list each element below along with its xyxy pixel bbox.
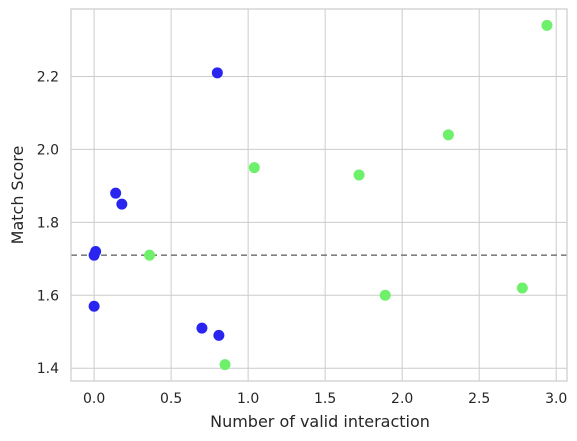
y-axis-label: Match Score [8, 146, 27, 245]
y-tick-label: 1.4 [37, 361, 59, 377]
data-point-series-1 [110, 187, 122, 199]
data-point-series-2 [144, 249, 156, 261]
data-point-series-1 [88, 249, 100, 261]
data-point-series-2 [442, 129, 454, 141]
x-tick-label: 2.5 [468, 391, 490, 407]
data-point-series-1 [213, 329, 225, 341]
data-point-series-2 [353, 169, 365, 181]
data-point-series-2 [516, 282, 528, 294]
data-point-series-2 [248, 162, 260, 174]
data-point-series-1 [196, 322, 208, 334]
plot-border [70, 8, 568, 382]
grid [71, 9, 567, 381]
data-point-series-2 [541, 19, 553, 31]
x-tick-label: 0.5 [160, 391, 182, 407]
data-point-series-1 [211, 67, 223, 79]
y-tick-label: 1.8 [37, 215, 59, 231]
data-point-series-1 [116, 198, 128, 210]
y-tick-label: 1.6 [37, 288, 59, 304]
y-tick-labels: 1.4 1.6 1.8 2.0 2.2 [37, 69, 59, 377]
x-tick-label: 2.0 [391, 391, 413, 407]
data-points [88, 19, 553, 371]
data-point-series-2 [379, 289, 391, 301]
x-tick-label: 1.0 [237, 391, 259, 407]
x-tick-labels: 0.0 0.5 1.0 1.5 2.0 2.5 3.0 [83, 391, 567, 407]
data-point-series-2 [219, 359, 231, 371]
y-tick-label: 2.2 [37, 69, 59, 85]
x-axis-label: Number of valid interaction [210, 412, 430, 431]
x-tick-label: 0.0 [83, 391, 105, 407]
y-tick-label: 2.0 [37, 142, 59, 158]
data-point-series-1 [88, 300, 100, 312]
x-tick-label: 3.0 [545, 391, 567, 407]
x-tick-label: 1.5 [314, 391, 336, 407]
plot-frame [70, 8, 568, 382]
